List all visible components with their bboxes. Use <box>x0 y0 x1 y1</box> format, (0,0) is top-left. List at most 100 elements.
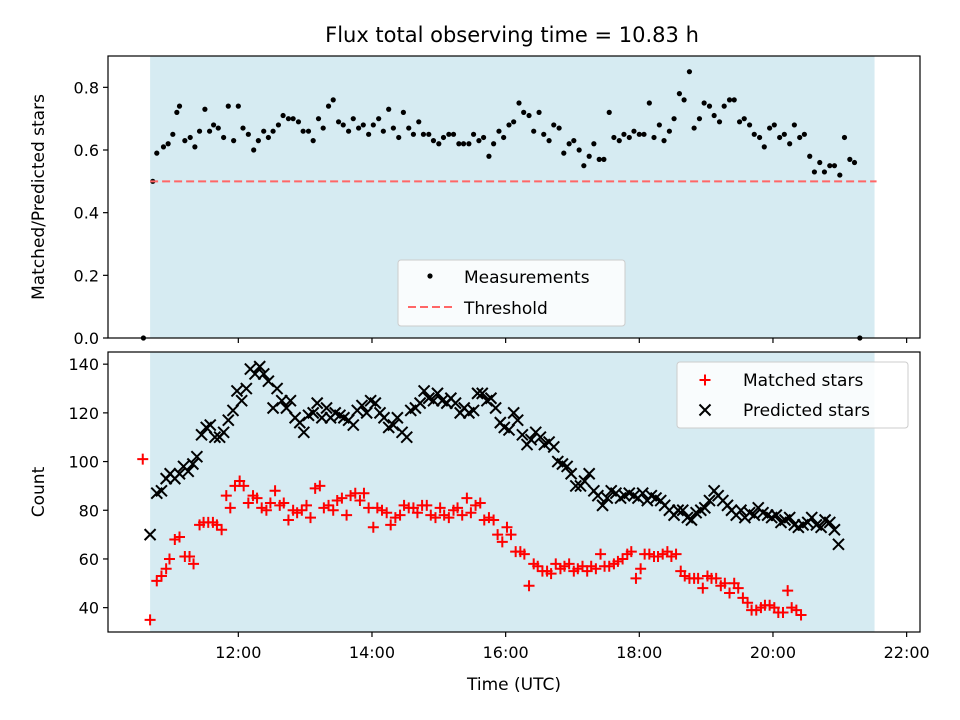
measurements-point <box>811 169 818 175</box>
matched-stars-point <box>719 577 731 589</box>
predicted-stars-point <box>355 399 369 412</box>
matched-stars-point <box>163 553 175 565</box>
measurements-point <box>460 141 467 147</box>
measurements-point <box>831 163 838 169</box>
measurements-point <box>430 138 437 144</box>
measurements-point <box>817 159 823 166</box>
measurements-point <box>701 100 707 106</box>
measurements-point <box>470 131 477 137</box>
measurements-point <box>501 134 507 141</box>
legend-matched-marker <box>699 374 711 386</box>
matched-stars-point <box>488 514 500 526</box>
measurements-point <box>571 138 577 144</box>
top-legend-box <box>397 259 626 327</box>
measurements-point <box>641 131 647 137</box>
predicted-stars-point <box>823 516 836 529</box>
legend-threshold-label: Threshold <box>463 299 548 319</box>
measurements-point <box>506 122 512 128</box>
matched-stars-point <box>371 502 383 514</box>
measurements-point <box>376 116 382 122</box>
legend-measurements-label: Measurements <box>464 268 590 288</box>
predicted-stars-point <box>297 426 311 439</box>
predicted-stars-point <box>230 384 244 398</box>
measurements-point <box>206 128 213 134</box>
predicted-stars-point <box>502 423 516 437</box>
matched-stars-point <box>438 509 450 521</box>
measurements-point <box>771 122 777 128</box>
measurements-point <box>396 134 402 141</box>
predicted-stars-point <box>685 513 698 527</box>
predicted-stars-point <box>489 401 502 415</box>
predicted-stars-point <box>582 467 596 480</box>
measurements-point <box>221 134 227 141</box>
measurements-point <box>761 144 767 150</box>
bottom-legend-box <box>676 361 909 429</box>
matched-stars-point <box>411 507 423 519</box>
predicted-stars-point <box>208 431 222 444</box>
measurements-point <box>290 116 296 122</box>
matched-stars-point <box>643 548 655 560</box>
measurements-point <box>356 125 362 131</box>
measurements-point <box>526 112 532 119</box>
matched-stars-point <box>434 502 446 514</box>
measurements-point <box>340 122 346 128</box>
top-y-axis-label: Matched/Predicted stars <box>29 94 49 300</box>
top-panel: 0.0 0.2 0.4 0.6 0.8 Matched/Predicted stars Me… <box>29 55 921 348</box>
matched-stars-point <box>777 607 789 619</box>
measurements-point <box>420 131 427 137</box>
matched-stars-point <box>304 512 316 524</box>
matched-stars-point <box>291 507 303 519</box>
matched-stars-point <box>742 597 754 609</box>
measurements-point <box>436 141 442 147</box>
measurements-point <box>486 153 492 159</box>
measurements-point <box>410 131 417 137</box>
predicted-stars-point <box>671 504 685 517</box>
top-plot-area <box>140 69 877 341</box>
predicted-stars-point <box>190 450 204 463</box>
measurements-point <box>666 128 672 134</box>
matched-stars-point <box>625 546 637 558</box>
matched-stars-point <box>323 499 335 511</box>
measurements-point <box>335 119 342 125</box>
predicted-stars-point <box>547 440 560 454</box>
measurements-point <box>360 122 366 128</box>
matched-stars-point <box>144 614 156 626</box>
measurements-point <box>626 134 632 141</box>
measurements-point <box>491 141 497 147</box>
measurements-point <box>320 125 326 131</box>
matched-stars-point <box>496 536 508 548</box>
measurements-point <box>300 128 306 134</box>
matched-stars-point <box>679 570 691 582</box>
predicted-stars-point <box>173 467 186 480</box>
measurements-point <box>787 141 793 147</box>
measurements-point <box>215 125 221 131</box>
predicted-stars-point <box>181 465 195 478</box>
legend-matched-label: Matched stars <box>743 371 863 391</box>
measurements-point <box>807 153 813 159</box>
matched-stars-point <box>724 587 736 599</box>
measurements-point <box>330 97 336 103</box>
matched-stars-point <box>732 582 744 594</box>
matched-stars-point <box>483 512 495 524</box>
matched-stars-point <box>358 487 370 499</box>
measurements-point <box>651 134 657 141</box>
top-axes-frame <box>107 55 921 339</box>
measurements-point <box>270 128 276 134</box>
measurements-point <box>821 169 828 175</box>
measurements-point <box>516 100 522 106</box>
matched-stars-point <box>692 572 704 584</box>
predicted-stars-point <box>253 360 266 373</box>
matched-stars-point <box>188 558 200 570</box>
matched-stars-point <box>657 548 669 560</box>
predicted-stars-point <box>476 387 489 400</box>
matched-stars-point <box>174 531 186 543</box>
predicted-stars-point <box>155 484 168 497</box>
measurements-point <box>325 103 332 109</box>
predicted-stars-point <box>195 428 208 441</box>
bottom-axes-frame <box>107 351 921 633</box>
bottom-ytick-label: 100 <box>68 453 99 472</box>
legend-predicted-label: Predicted stars <box>743 401 870 421</box>
measurements-point <box>716 119 723 125</box>
xtick-label: 22:00 <box>884 643 930 662</box>
